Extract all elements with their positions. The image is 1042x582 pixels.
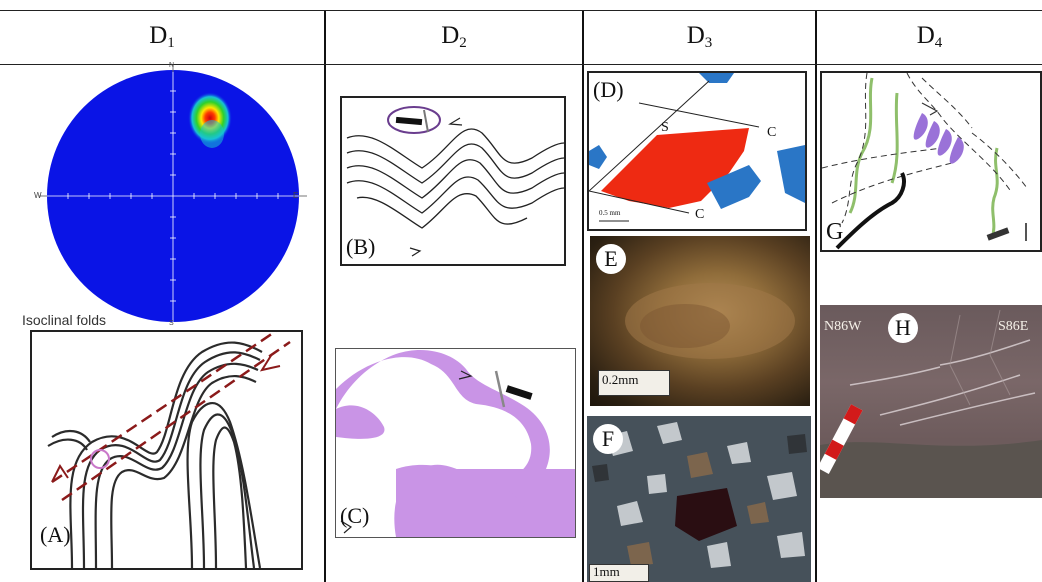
panel-d-scale: 0.5 mm bbox=[599, 209, 621, 217]
header-d2: D2 bbox=[441, 22, 467, 51]
panel-f-scale: 1mm bbox=[593, 564, 620, 579]
outcrop-photo-h bbox=[820, 309, 1042, 498]
panel-f-label: F bbox=[593, 424, 623, 454]
panel-h-left-label: N86W bbox=[824, 319, 862, 334]
fold-sketch-c bbox=[336, 349, 575, 537]
column-divider-3 bbox=[815, 10, 817, 582]
panel-e-scale-box bbox=[598, 370, 670, 396]
panel-f: F 1mm bbox=[587, 416, 811, 582]
panel-a: (A) bbox=[30, 330, 303, 570]
column-divider-1 bbox=[324, 10, 326, 582]
isoclinal-fold-sketch bbox=[47, 332, 291, 568]
panel-h: N86W S86E H bbox=[820, 305, 1042, 498]
stereonet-east-label: E bbox=[293, 191, 299, 200]
sc-fabric-sketch bbox=[589, 73, 805, 222]
panel-c-label: (C) bbox=[340, 503, 370, 528]
photomicrograph-e bbox=[625, 283, 795, 359]
panel-e-scale: 0.2mm bbox=[602, 372, 639, 387]
panel-h-label: H bbox=[888, 313, 918, 343]
photomicrograph-f bbox=[587, 416, 811, 582]
opaque-grain bbox=[675, 488, 737, 541]
panel-d: (D) S C C 0.5 mm bbox=[587, 71, 807, 231]
header-d3: D3 bbox=[686, 22, 713, 51]
panel-b: (B) bbox=[340, 96, 566, 266]
header-top-rule bbox=[0, 10, 1042, 11]
panel-g: G bbox=[820, 71, 1042, 252]
header-d4: D4 bbox=[916, 22, 943, 51]
stereonet-south-label: S bbox=[169, 320, 174, 327]
panel-h-right-label: S86E bbox=[998, 319, 1029, 334]
panel-c: (C) bbox=[335, 348, 576, 538]
panel-g-label: G bbox=[826, 219, 844, 245]
header-d1: D1 bbox=[149, 22, 175, 51]
panel-b-label: (B) bbox=[346, 234, 376, 259]
panel-d-c-top-label: C bbox=[767, 125, 777, 140]
panel-e-label: E bbox=[596, 244, 626, 274]
header-bottom-rule bbox=[0, 64, 1042, 65]
panel-d-c-bottom-label: C bbox=[695, 207, 705, 222]
panel-d-s-label: S bbox=[661, 120, 669, 135]
column-divider-2 bbox=[582, 10, 584, 582]
panel-e: E 0.2mm bbox=[590, 236, 810, 406]
stereonet-caption: Isoclinal folds bbox=[22, 312, 107, 328]
fold-sketch-b bbox=[346, 106, 564, 257]
stereonet-north-label: N bbox=[169, 62, 175, 69]
vein-sketch-g bbox=[822, 73, 1028, 250]
panel-a-label: (A) bbox=[40, 522, 71, 547]
panel-d-label: (D) bbox=[593, 77, 624, 102]
stereonet bbox=[39, 64, 307, 322]
stereonet-west-label: W bbox=[34, 191, 42, 200]
